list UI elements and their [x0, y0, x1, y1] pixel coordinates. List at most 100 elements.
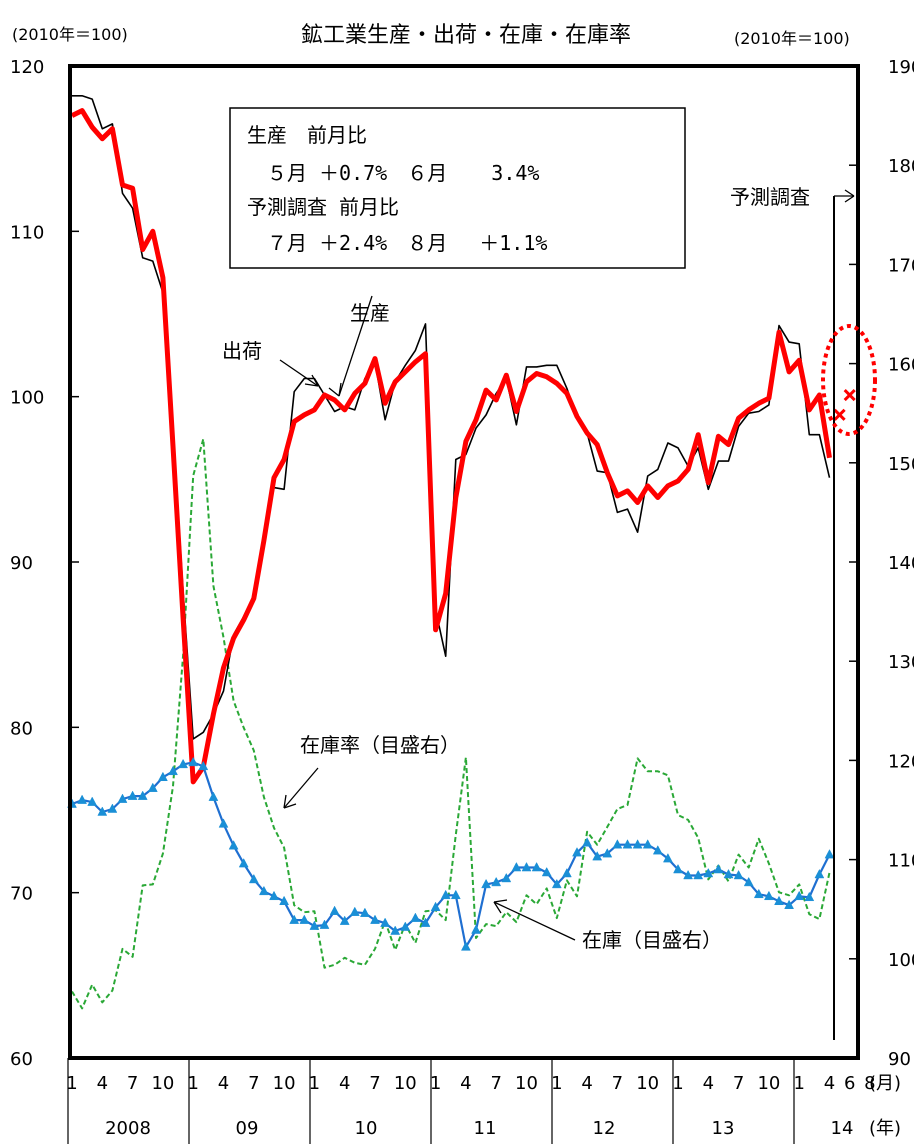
inventory-marker [460, 941, 471, 951]
inventory-marker [258, 885, 269, 896]
inventory-marker [370, 914, 380, 924]
x-month-tick-label: 1 [66, 1073, 77, 1094]
inventory-marker [450, 889, 461, 900]
series-lines [70, 95, 832, 1010]
x-month-tick-label: 4 [218, 1073, 229, 1094]
x-year-label: 12 [593, 1118, 616, 1139]
text-box-line-2: ５月 ＋0.7% ６月 3.4% [247, 161, 539, 185]
inventory-marker [693, 869, 704, 880]
x-year-label: 13 [712, 1118, 735, 1139]
inventory-marker [107, 803, 118, 813]
inventory-marker [814, 868, 825, 879]
x-month-tick-label: 1 [551, 1073, 562, 1094]
x-month-tick-label: 1 [430, 1073, 441, 1094]
inventory-marker [77, 794, 88, 804]
forecast-marker [833, 408, 846, 421]
x-month-tick-label: 10 [273, 1073, 296, 1094]
right-tick-label: 100 [888, 950, 914, 971]
inventory-marker [188, 756, 199, 767]
label-forecast: 予測調査 [730, 185, 810, 209]
label-shipment: 出荷 [222, 339, 262, 363]
x-month-tick-label: 10 [636, 1073, 659, 1094]
inventory-marker [289, 914, 300, 924]
right-tick-label: 180 [888, 156, 914, 177]
left-axis-unit: (2010年＝100) [12, 25, 128, 44]
right-tick-label: 130 [888, 652, 914, 673]
right-tick-label: 90 [888, 1049, 911, 1070]
series-line-production [70, 108, 832, 785]
label-production: 生産 [350, 301, 390, 325]
x-month-tick-label: 10 [151, 1073, 174, 1094]
arrow-shipment [279, 359, 319, 387]
inventory-marker [511, 862, 522, 872]
x-year-label: 09 [236, 1118, 259, 1139]
inventory-marker [279, 895, 290, 906]
inventory-marker [723, 868, 734, 879]
label-inventory-ratio: 在庫率（目盛右） [300, 733, 460, 757]
inventory-marker [481, 878, 492, 889]
x-year-label: 14 [831, 1118, 854, 1139]
tick-labels: 6070809010011012090100110120130140150160… [10, 57, 914, 1139]
inventory-marker [824, 849, 835, 859]
x-month-tick-label: 1 [187, 1073, 198, 1094]
inventory-marker [794, 890, 805, 901]
inventory-marker [531, 862, 542, 872]
inventory-marker [521, 862, 532, 872]
right-tick-label: 160 [888, 355, 914, 376]
forecast-ellipse [821, 324, 877, 436]
inventory-marker [147, 782, 158, 792]
left-tick-label: 100 [10, 388, 44, 409]
x-month-tick-label: 4 [339, 1073, 350, 1094]
x-month-tick-label: 7 [490, 1073, 501, 1094]
x-month-tick-label: 10 [515, 1073, 538, 1094]
inventory-marker [168, 765, 178, 776]
inventory-marker [127, 790, 138, 800]
axes [67, 64, 860, 1144]
inventory-marker [349, 906, 360, 916]
inventory-marker [178, 758, 189, 769]
inventory-marker [380, 917, 391, 927]
inventory-marker [612, 839, 623, 849]
inventory-marker [157, 771, 168, 782]
series-line-inventory-ratio [71, 438, 831, 1010]
series-markers [67, 388, 856, 951]
inventory-marker [491, 876, 502, 887]
inventory-marker [703, 867, 714, 878]
x-month-unit: (月) [869, 1073, 901, 1094]
right-tick-label: 140 [888, 553, 914, 574]
inventory-marker [430, 901, 441, 911]
forecast-marker [843, 388, 856, 402]
inventory-marker [592, 851, 603, 861]
inventory-marker [440, 889, 451, 900]
inventory-marker [471, 924, 481, 934]
arrow-production [338, 295, 373, 397]
x-month-tick-label: 7 [248, 1073, 259, 1094]
inventory-marker [87, 796, 98, 806]
inventory-marker [561, 867, 572, 878]
x-month-tick-label: 10 [757, 1073, 780, 1094]
inventory-marker [198, 760, 209, 771]
x-month-tick-label: 6 [844, 1073, 855, 1094]
inventory-marker [683, 869, 694, 880]
x-year-label: 11 [474, 1118, 497, 1139]
inventory-marker [713, 863, 724, 874]
inventory-marker [218, 818, 229, 828]
inventory-marker [238, 858, 249, 868]
left-tick-label: 70 [10, 884, 33, 905]
chart-title: 鉱工業生産・出荷・在庫・在庫率 [301, 23, 631, 48]
inventory-marker [602, 848, 613, 858]
x-month-tick-label: 7 [733, 1073, 744, 1094]
x-month-tick-label: 4 [824, 1073, 835, 1094]
x-month-tick-label: 1 [309, 1073, 320, 1094]
left-tick-label: 80 [10, 718, 33, 739]
x-year-label: 2008 [105, 1118, 151, 1139]
x-month-tick-label: 8 [864, 1073, 875, 1094]
inventory-marker [309, 920, 320, 930]
inventory-marker [582, 837, 593, 847]
inventory-marker [117, 793, 128, 803]
x-month-tick-label: 4 [460, 1073, 471, 1094]
inventory-marker [269, 890, 279, 901]
text-box-line-4: ７月 ＋2.4% ８月 ＋1.1% [247, 231, 547, 255]
label-inventory: 在庫（目盛右） [582, 928, 722, 952]
